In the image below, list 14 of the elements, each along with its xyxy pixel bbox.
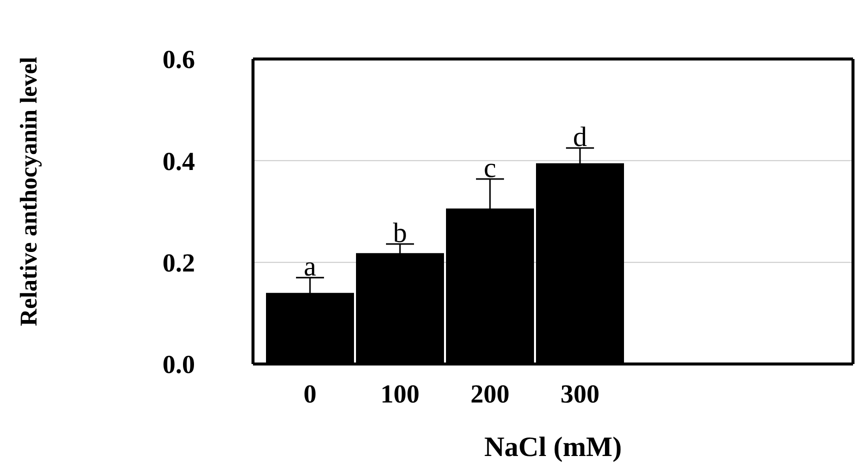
- annotation: b: [393, 218, 407, 250]
- x-axis-title: NaCl (mM): [484, 432, 622, 463]
- y-tick-label: 0.2: [162, 248, 195, 278]
- annotation: a: [304, 252, 317, 283]
- x-tick-label: 300: [560, 379, 600, 408]
- y-axis-title: Relative anthocyanin level: [16, 56, 43, 326]
- x-tick-label: 100: [380, 379, 420, 408]
- y-tick-label: 0.6: [162, 45, 195, 74]
- y-tick-label: 0.4: [162, 146, 195, 176]
- annotation: c: [484, 152, 496, 184]
- x-tick-label: 200: [470, 379, 510, 408]
- x-tick-label: 0: [304, 379, 316, 408]
- annotation: d: [573, 122, 587, 153]
- y-tick-label: 0.0: [162, 350, 195, 380]
